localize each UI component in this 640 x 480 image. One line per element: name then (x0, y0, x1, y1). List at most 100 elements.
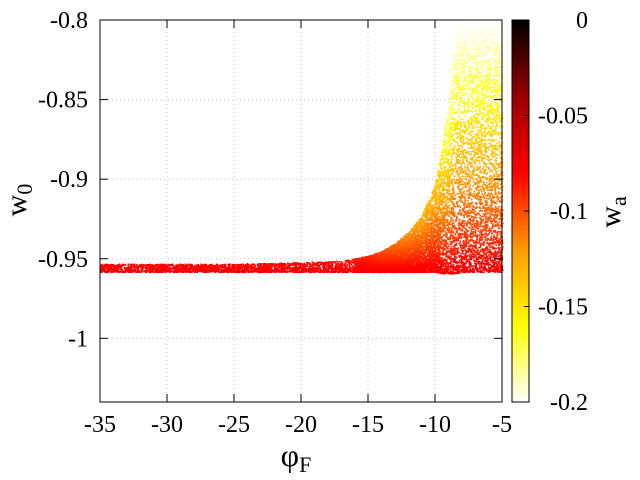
scatter-point (458, 192, 460, 195)
scatter-point (494, 259, 497, 261)
scatter-point (456, 149, 458, 151)
scatter-point (432, 226, 434, 229)
scatter-point (452, 246, 455, 248)
scatter-point (314, 262, 316, 265)
scatter-point (463, 205, 466, 208)
scatter-point (476, 137, 479, 140)
scatter-point (473, 219, 475, 222)
scatter-point (475, 98, 477, 101)
scatter-point (462, 222, 464, 224)
scatter-point (460, 134, 462, 137)
scatter-point (455, 45, 457, 47)
scatter-point (462, 62, 465, 65)
scatter-point (448, 164, 450, 166)
scatter-point (271, 268, 273, 271)
scatter-point (494, 70, 496, 72)
scatter-point (490, 264, 492, 267)
scatter-point (483, 105, 485, 107)
scatter-point (133, 265, 136, 268)
scatter-point (444, 154, 446, 157)
scatter-point (467, 95, 470, 98)
scatter-point (457, 227, 459, 230)
scatter-point (490, 242, 492, 244)
scatter-point (434, 235, 437, 237)
scatter-point (450, 182, 452, 184)
scatter-point (486, 172, 489, 174)
scatter-point (484, 77, 486, 80)
scatter-point (308, 269, 311, 271)
scatter-point (465, 57, 468, 60)
scatter-point (463, 163, 466, 165)
scatter-point (475, 227, 478, 230)
scatter-point (465, 34, 467, 37)
scatter-point (444, 204, 447, 207)
scatter-point (480, 237, 482, 240)
scatter-point (426, 246, 429, 248)
scatter-point (489, 78, 492, 80)
scatter-point (444, 264, 447, 267)
scatter-point (439, 160, 442, 162)
scatter-point (197, 264, 200, 266)
scatter-point (491, 246, 494, 249)
scatter-point (458, 221, 461, 223)
scatter-point (443, 178, 446, 180)
scatter-point (465, 64, 467, 67)
scatter-point (465, 152, 467, 155)
scatter-point (479, 169, 482, 171)
scatter-point (440, 229, 443, 231)
scatter-point (463, 190, 465, 193)
scatter-point (342, 267, 344, 269)
scatter-point (498, 212, 501, 214)
scatter-point (473, 61, 475, 64)
scatter-point (457, 72, 460, 75)
scatter-point (295, 267, 298, 269)
scatter-point (458, 122, 460, 124)
scatter-point (435, 213, 438, 215)
scatter-point (495, 60, 498, 62)
scatter-point (446, 213, 449, 216)
scatter-point (485, 166, 488, 168)
scatter-point (493, 58, 495, 60)
scatter-point (445, 140, 448, 142)
scatter-point (490, 118, 492, 120)
scatter-point (488, 186, 490, 188)
scatter-point (498, 246, 500, 249)
scatter-point (464, 186, 466, 188)
scatter-point (445, 231, 448, 234)
scatter-point (464, 249, 466, 251)
scatter-point (468, 264, 471, 266)
scatter-point (479, 166, 481, 168)
scatter-point (487, 72, 489, 75)
scatter-point (444, 211, 447, 214)
scatter-point (479, 113, 482, 116)
scatter-point (474, 90, 476, 92)
scatter-point (461, 229, 464, 232)
scatter-point (463, 262, 466, 264)
scatter-point (489, 195, 491, 197)
scatter-point (422, 226, 425, 229)
scatter-point (485, 88, 488, 90)
scatter-point (488, 60, 491, 62)
scatter-point (482, 236, 484, 239)
scatter-point (469, 64, 472, 66)
scatter-point (488, 106, 490, 108)
scatter-point (451, 193, 454, 195)
scatter-point (455, 98, 458, 101)
scatter-point (421, 217, 423, 219)
scatter-point (470, 110, 472, 112)
scatter-point (468, 52, 471, 54)
scatter-point (493, 24, 495, 26)
scatter-point (458, 259, 461, 262)
scatter-point (346, 260, 349, 262)
scatter-point (480, 93, 483, 96)
scatter-point (473, 174, 475, 176)
scatter-point (476, 142, 478, 145)
scatter-point (452, 152, 454, 154)
scatter-point (481, 75, 484, 77)
scatter-point (416, 237, 419, 240)
scatter-point (490, 101, 493, 103)
scatter-point (460, 257, 463, 259)
scatter-point (471, 265, 473, 267)
scatter-point (483, 221, 486, 224)
scatter-point (487, 36, 489, 38)
